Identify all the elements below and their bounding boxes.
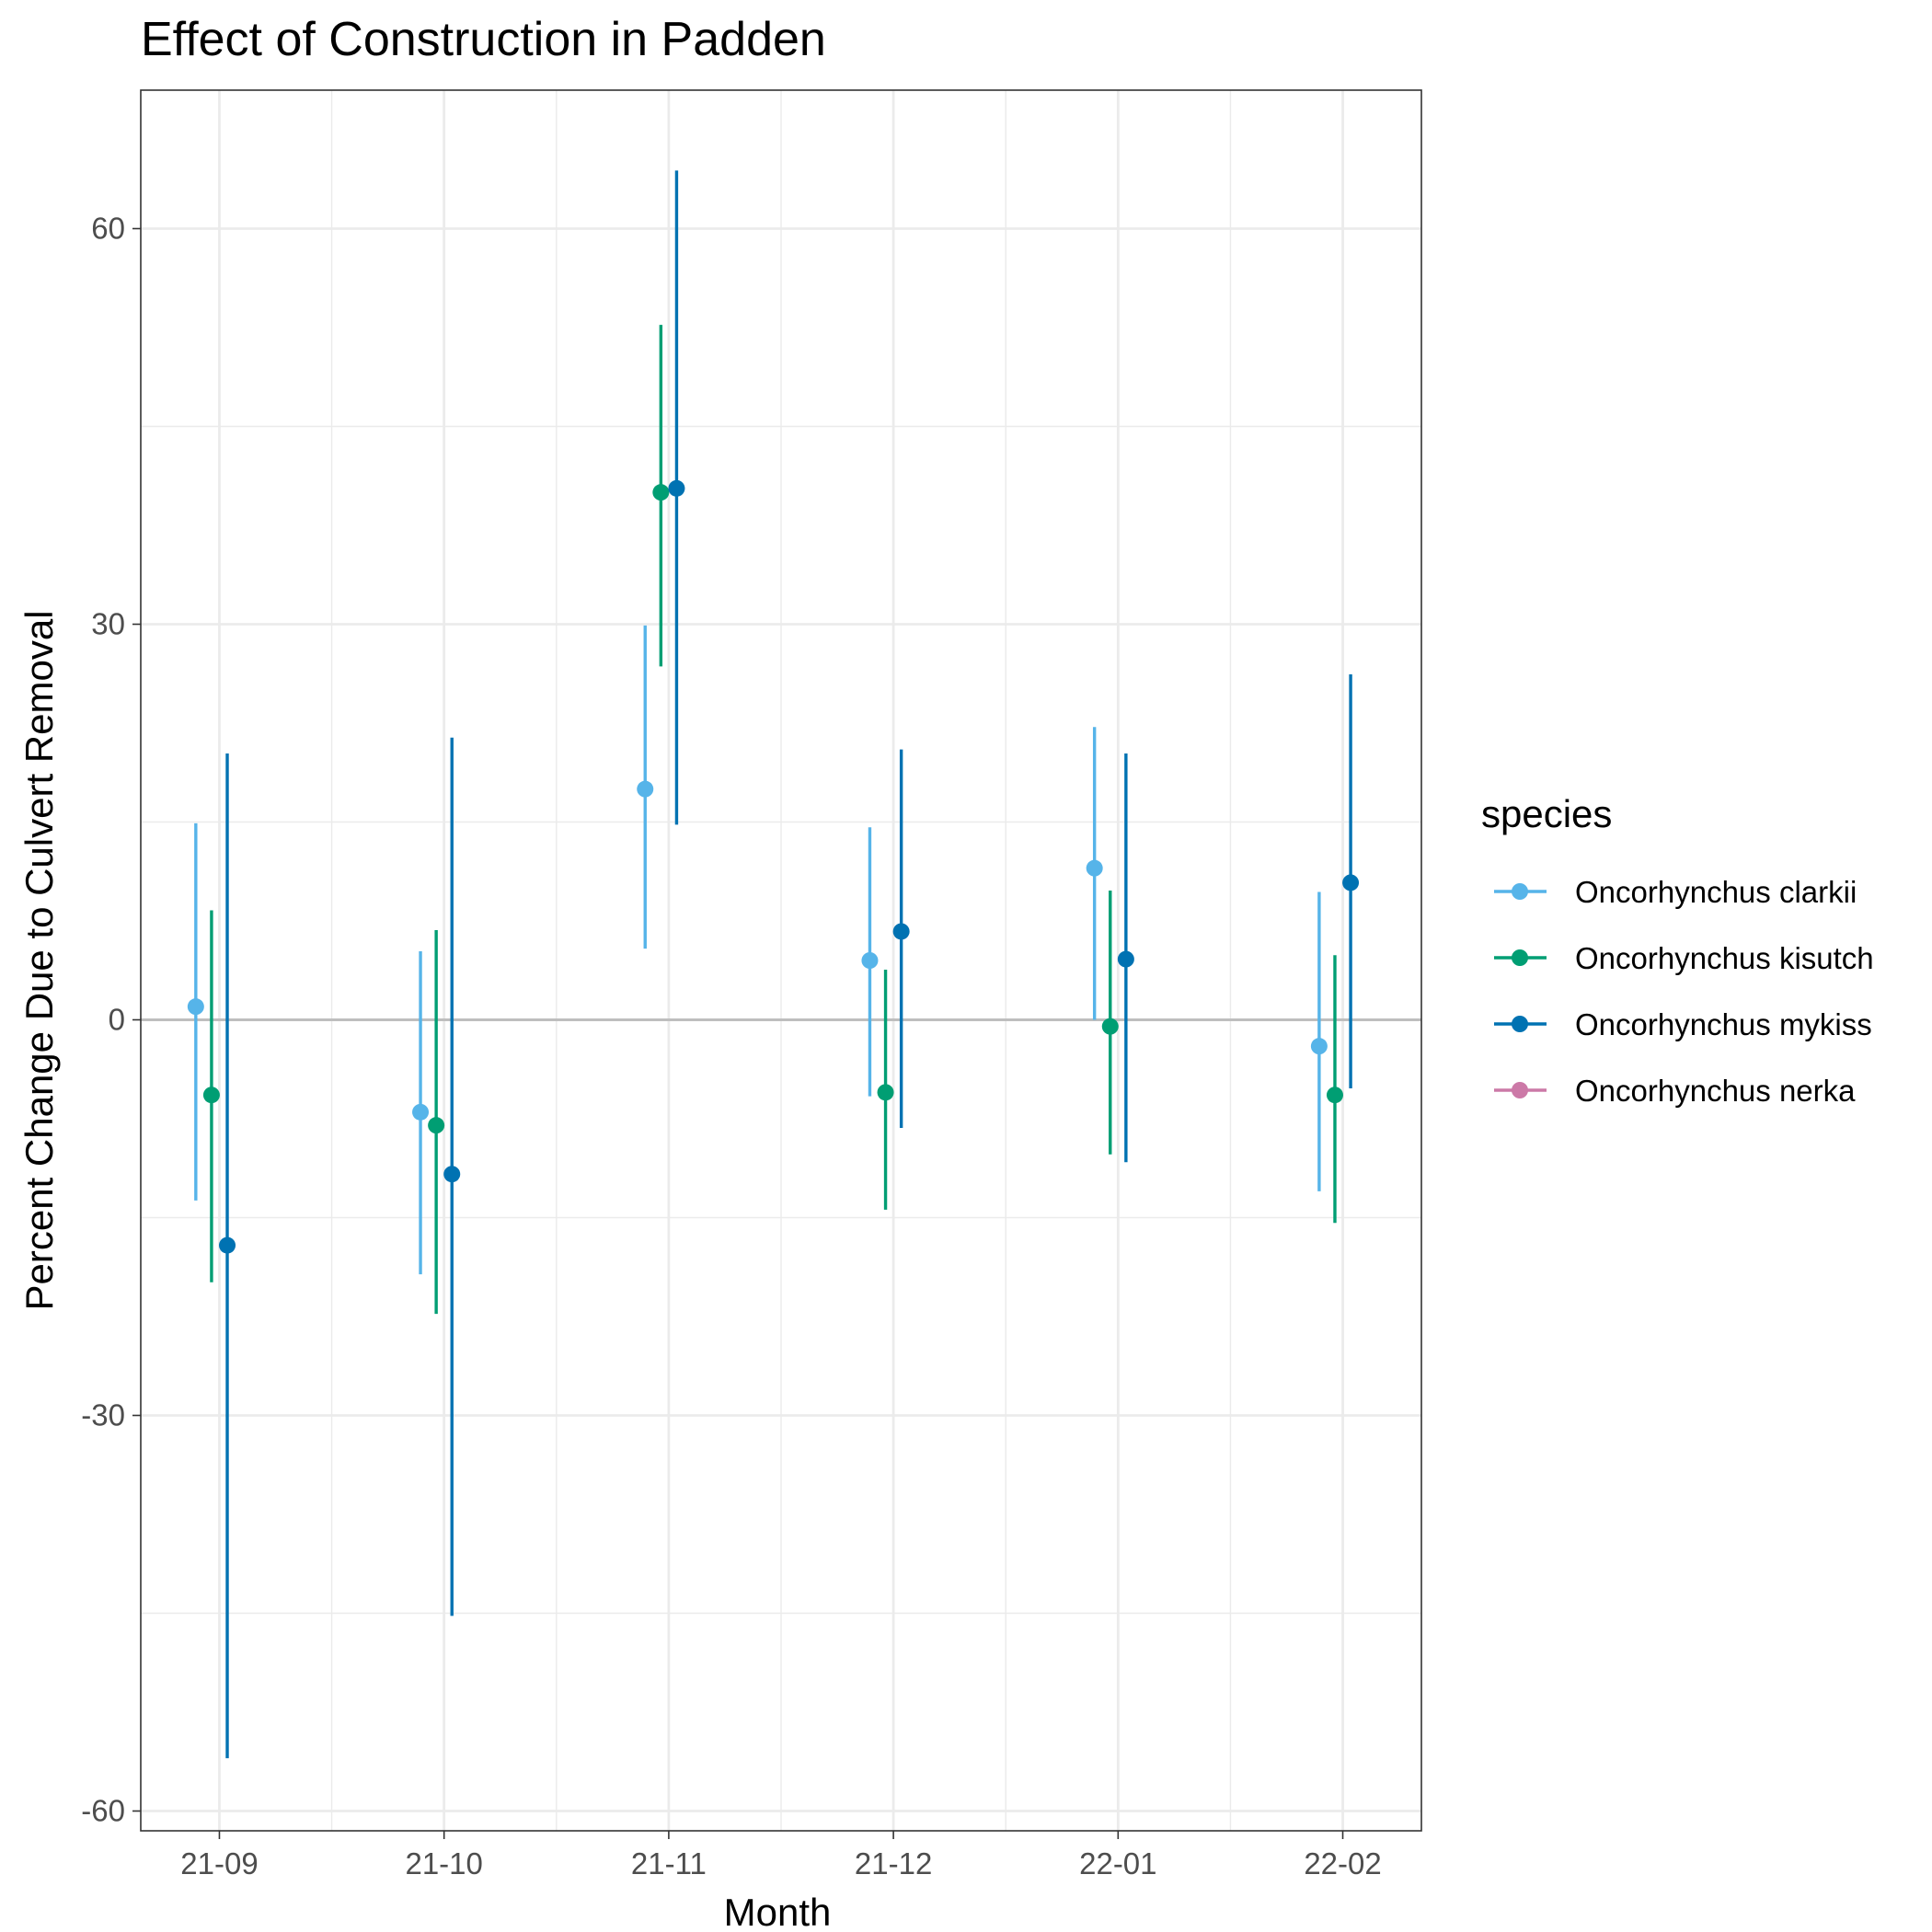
legend-item: Oncorhynchus kisutch [1494, 941, 1874, 975]
series-oncorhynchus-mykiss [219, 170, 1360, 1759]
y-tick-label: -60 [81, 1794, 125, 1828]
series-oncorhynchus-clarkii [187, 625, 1328, 1275]
legend-key-point [1512, 1016, 1528, 1032]
data-point [1117, 950, 1134, 968]
data-point [1342, 874, 1360, 891]
data-point [187, 998, 204, 1016]
plot-marks [187, 170, 1360, 1759]
x-tick-label: 21-09 [180, 1846, 258, 1880]
plot-border [140, 89, 1422, 1832]
series-oncorhynchus-kisutch [202, 325, 1343, 1315]
legend-key-point [1512, 1082, 1528, 1098]
y-tick-label: 60 [91, 212, 125, 246]
legend-item: Oncorhynchus mykiss [1494, 1007, 1872, 1041]
x-tick-label: 21-12 [855, 1846, 932, 1880]
data-point [1326, 1087, 1343, 1104]
data-point [892, 923, 910, 940]
data-point [219, 1236, 236, 1254]
x-tick-label: 22-02 [1304, 1846, 1381, 1880]
x-tick-label: 21-10 [405, 1846, 482, 1880]
x-axis-title: Month [724, 1891, 832, 1932]
y-axis-title: Percent Change Due to Culvert Removal [17, 610, 61, 1310]
y-tick-label: 30 [91, 607, 125, 641]
legend-label: Oncorhynchus kisutch [1575, 941, 1874, 975]
data-point [443, 1166, 461, 1183]
y-tick-label: 0 [109, 1003, 125, 1037]
legend-label: Oncorhynchus nerka [1575, 1074, 1856, 1108]
legend-key-point [1512, 883, 1528, 900]
legend-item: Oncorhynchus clarkii [1494, 875, 1857, 909]
y-tick-label: -30 [81, 1398, 125, 1432]
data-point [637, 780, 654, 798]
legend-item: Oncorhynchus nerka [1494, 1074, 1856, 1108]
data-point [412, 1103, 430, 1121]
data-point [668, 479, 685, 497]
data-point [652, 484, 670, 501]
x-tick-label: 21-11 [631, 1846, 707, 1880]
data-point [1101, 1018, 1119, 1035]
data-point [202, 1087, 220, 1104]
data-point [1086, 859, 1103, 877]
y-axis: -60 -30 0 30 60 [81, 212, 141, 1828]
chart-title: Effect of Construction in Padden [141, 13, 826, 66]
data-point [877, 1084, 894, 1101]
x-tick-label: 22-01 [1079, 1846, 1156, 1880]
legend: species Oncorhynchus clarkii Oncorhynchus… [1481, 792, 1874, 1108]
data-point [861, 952, 879, 969]
data-point [1310, 1038, 1328, 1055]
legend-key-point [1512, 949, 1528, 966]
legend-label: Oncorhynchus clarkii [1575, 875, 1857, 909]
x-axis: 21-09 21-10 21-11 21-12 22-01 22-02 [180, 1831, 1382, 1880]
data-point [428, 1117, 445, 1134]
plot-panel [140, 89, 1422, 1832]
legend-title: species [1481, 792, 1612, 835]
legend-label: Oncorhynchus mykiss [1575, 1007, 1872, 1041]
